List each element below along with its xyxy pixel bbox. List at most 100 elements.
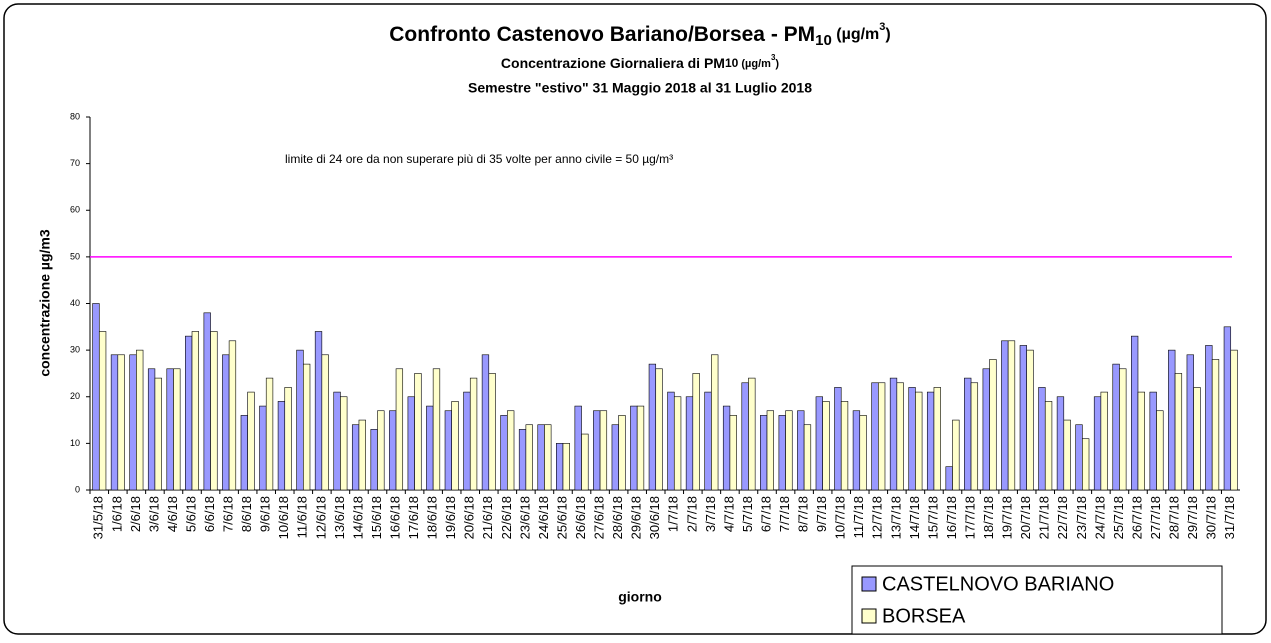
bar bbox=[1075, 424, 1083, 491]
subtitle-part: Concentrazione Giornaliera di PM bbox=[501, 55, 725, 71]
bar bbox=[840, 401, 849, 491]
x-tick-label: 27/6/18 bbox=[592, 496, 607, 539]
bar bbox=[822, 401, 830, 491]
x-tick-label: 30/7/18 bbox=[1204, 496, 1219, 539]
bar bbox=[426, 405, 434, 491]
bar bbox=[228, 340, 237, 491]
bar bbox=[729, 415, 737, 491]
x-tick-label: 2/7/18 bbox=[684, 496, 699, 532]
chart-title: Confronto Castenovo Bariano/Borsea - PM1… bbox=[389, 21, 890, 49]
bar bbox=[136, 349, 144, 491]
bar bbox=[92, 303, 100, 491]
bar bbox=[803, 424, 812, 491]
bar bbox=[321, 354, 329, 491]
bar bbox=[933, 387, 941, 491]
y-tick-label: 80 bbox=[70, 111, 80, 121]
bar bbox=[1205, 345, 1213, 491]
x-tick-label: 13/7/18 bbox=[888, 496, 903, 539]
x-tick-label: 28/6/18 bbox=[610, 496, 625, 539]
x-tick-label: 15/7/18 bbox=[925, 496, 940, 539]
x-tick-label: 18/7/18 bbox=[981, 496, 996, 539]
x-tick-label: 23/6/18 bbox=[517, 496, 532, 539]
y-tick-label: 70 bbox=[70, 158, 80, 168]
y-axis-label: concentrazione µg/m3 bbox=[37, 229, 53, 377]
subtitle-part: (µg/m bbox=[738, 58, 771, 70]
y-tick-label: 30 bbox=[70, 345, 80, 355]
title-part: ) bbox=[885, 26, 890, 43]
x-tick-label: 24/6/18 bbox=[536, 496, 551, 539]
bar bbox=[240, 415, 248, 491]
bar bbox=[611, 424, 619, 491]
bar bbox=[377, 410, 385, 491]
bar bbox=[785, 410, 793, 491]
x-tick-label: 18/6/18 bbox=[425, 496, 440, 539]
bar bbox=[815, 396, 823, 491]
bar bbox=[488, 373, 496, 491]
title-part: (µg/m bbox=[832, 26, 879, 43]
x-tick-label: 22/7/18 bbox=[1055, 496, 1070, 539]
bar bbox=[173, 368, 181, 491]
bar bbox=[766, 410, 774, 491]
bar bbox=[518, 429, 527, 491]
x-tick-label: 28/7/18 bbox=[1167, 496, 1182, 539]
x-tick-label: 3/7/18 bbox=[703, 496, 718, 532]
bar bbox=[989, 359, 997, 491]
bar bbox=[982, 368, 990, 491]
y-tick-label: 20 bbox=[70, 391, 80, 401]
legend-label: BORSEA bbox=[882, 605, 966, 627]
bar bbox=[222, 354, 230, 491]
bar bbox=[1119, 368, 1127, 491]
bar bbox=[556, 443, 564, 491]
bar bbox=[389, 410, 397, 491]
bar bbox=[544, 424, 552, 491]
bar bbox=[871, 382, 879, 491]
bar bbox=[648, 363, 657, 491]
x-tick-label: 16/6/18 bbox=[387, 496, 402, 539]
bar bbox=[964, 377, 972, 491]
x-tick-label: 14/6/18 bbox=[350, 496, 365, 539]
title-part: 10 bbox=[815, 32, 832, 49]
bar bbox=[1044, 401, 1053, 491]
x-tick-label: 26/6/18 bbox=[573, 496, 588, 539]
y-tick-label: 40 bbox=[70, 298, 80, 308]
bar bbox=[1193, 387, 1201, 491]
legend-label: CASTELNOVO BARIANO bbox=[882, 573, 1114, 595]
bar bbox=[1019, 345, 1027, 491]
bar bbox=[98, 331, 107, 491]
x-tick-label: 14/7/18 bbox=[907, 496, 922, 539]
x-tick-label: 7/6/18 bbox=[221, 496, 236, 532]
bar bbox=[630, 405, 638, 491]
x-tick-label: 6/6/18 bbox=[202, 496, 217, 532]
bar bbox=[407, 396, 415, 491]
annotation: limite di 24 ore da non superare più di … bbox=[285, 152, 673, 166]
bar bbox=[303, 363, 311, 491]
bar bbox=[673, 396, 682, 491]
x-tick-label: 17/6/18 bbox=[406, 496, 421, 539]
x-tick-label: 12/7/18 bbox=[870, 496, 885, 539]
x-tick-label: 17/7/18 bbox=[962, 496, 977, 539]
x-tick-label: 19/6/18 bbox=[443, 496, 458, 539]
bar bbox=[469, 377, 478, 491]
bar bbox=[191, 331, 199, 491]
x-tick-label: 8/6/18 bbox=[239, 496, 254, 532]
bar bbox=[203, 312, 211, 491]
x-tick-label: 24/7/18 bbox=[1092, 496, 1107, 539]
bar bbox=[952, 419, 960, 491]
x-tick-label: 23/7/18 bbox=[1074, 496, 1089, 539]
y-tick-label: 0 bbox=[75, 484, 80, 494]
y-tick-label: 50 bbox=[70, 251, 80, 261]
x-tick-label: 26/7/18 bbox=[1129, 496, 1144, 539]
bar bbox=[1186, 354, 1194, 491]
bar bbox=[1007, 340, 1016, 491]
bar bbox=[314, 331, 323, 491]
bar bbox=[444, 410, 452, 491]
bar bbox=[351, 424, 360, 491]
bar bbox=[970, 382, 979, 491]
bar bbox=[1223, 326, 1232, 491]
bar bbox=[340, 396, 348, 491]
bar bbox=[1230, 349, 1238, 491]
bar bbox=[370, 429, 378, 491]
x-tick-label: 20/6/18 bbox=[462, 496, 477, 539]
bar bbox=[117, 354, 125, 491]
